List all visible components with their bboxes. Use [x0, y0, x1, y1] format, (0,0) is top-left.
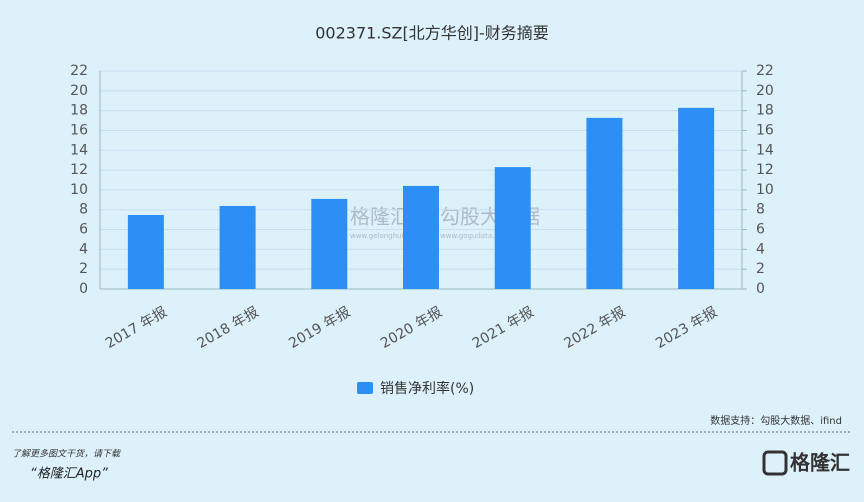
footer-text: 了解更多图文干货，请下载	[12, 449, 121, 460]
footer-logo: 格隆汇	[790, 451, 850, 475]
y-tick-label: 10	[70, 182, 88, 198]
y2-tick-label: 0	[756, 281, 765, 297]
legend-label: 销售净利率(%)	[380, 380, 474, 397]
y-tick-label: 18	[70, 103, 88, 119]
y-tick-label: 12	[70, 162, 88, 178]
y2-tick-label: 22	[756, 63, 774, 79]
y-tick-label: 14	[70, 142, 88, 158]
y-tick-label: 22	[70, 63, 88, 79]
bar	[403, 185, 439, 289]
x-tick-label: 2017 年报	[103, 304, 170, 352]
footer-logo-icon	[762, 450, 788, 476]
bar	[127, 214, 164, 289]
y-tick-label: 4	[79, 241, 88, 257]
y-tick-label: 2	[79, 261, 88, 277]
y2-tick-label: 8	[756, 202, 765, 218]
x-tick-label: 2018 年报	[195, 304, 262, 352]
x-tick-label: 2020 年报	[378, 304, 445, 352]
source: 数据支持：勾股大数据、ifind	[710, 414, 842, 427]
y2-tick-label: 10	[756, 182, 774, 198]
watermark-url: www.gelonghui.com	[350, 232, 421, 240]
y2-tick-label: 18	[756, 103, 774, 119]
footer-app: “格隆汇App”	[30, 467, 108, 482]
y2-tick-label: 14	[756, 142, 774, 158]
y-tick-label: 0	[79, 281, 88, 297]
x-tick-label: 2022 年报	[561, 304, 628, 352]
bar	[586, 117, 623, 290]
y-tick-label: 16	[70, 122, 88, 138]
watermark-url: www.gogudata.com	[440, 232, 509, 240]
x-tick-label: 2019 年报	[286, 304, 353, 352]
y2-tick-label: 4	[756, 241, 765, 257]
y-tick-label: 20	[70, 83, 88, 99]
bar	[311, 198, 348, 289]
x-tick-label: 2021 年报	[470, 304, 537, 352]
y2-tick-label: 2	[756, 261, 765, 277]
legend-swatch	[357, 382, 373, 394]
y2-tick-label: 12	[756, 162, 774, 178]
y2-tick-label: 20	[756, 83, 774, 99]
watermark-brand: 格隆汇	[350, 205, 410, 229]
y2-tick-label: 16	[756, 122, 774, 138]
bar	[678, 107, 715, 289]
chart-title: 002371.SZ[北方华创]-财务摘要	[315, 24, 549, 43]
y2-tick-label: 6	[756, 222, 765, 238]
x-tick-label: 2023 年报	[653, 304, 720, 352]
bar	[219, 205, 256, 289]
y-tick-label: 8	[79, 202, 88, 218]
bar	[494, 167, 531, 289]
y-tick-label: 6	[79, 222, 88, 238]
